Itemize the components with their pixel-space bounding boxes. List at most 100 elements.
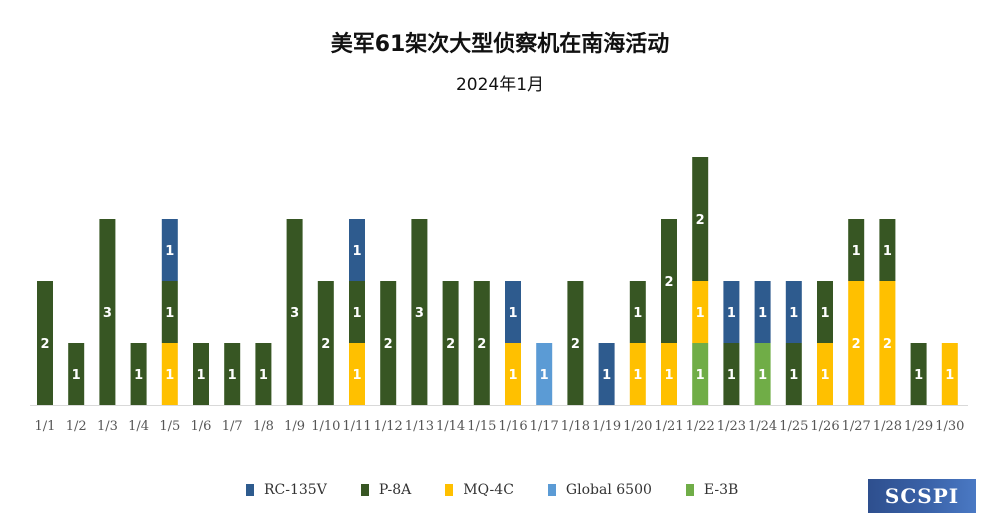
x-tick-label: 1/9: [284, 419, 305, 434]
x-tick-label: 1/19: [592, 419, 621, 434]
data-label: 1: [789, 306, 798, 321]
bar-segment-p-8a-1-21: [661, 219, 677, 343]
bar-segment-rc-135v-1-11: [349, 219, 365, 281]
x-tick-label: 1/27: [842, 419, 871, 434]
bar-segment-p-8a-1-20: [629, 281, 646, 343]
x-tick-label: 1/3: [97, 419, 118, 434]
data-label: 1: [852, 244, 861, 259]
bar-segment-mq-4c-1-22: [692, 281, 709, 343]
bar-segment-mq-4c-1-11: [349, 343, 365, 405]
data-label: 1: [259, 368, 268, 383]
data-label: 2: [664, 275, 673, 290]
bar-segment-p-8a-1-25: [785, 343, 802, 405]
bar-segment-mq-4c-1-28: [879, 281, 896, 405]
x-tick-label: 1/15: [467, 419, 496, 434]
bar-segment-p-8a-1-9: [286, 219, 303, 405]
data-label: 1: [696, 306, 705, 321]
data-label: 1: [727, 306, 736, 321]
data-label: 1: [820, 368, 829, 383]
bar-segment-rc-135v-1-25: [785, 281, 802, 343]
bar-segment-p-8a-1-13: [411, 219, 428, 405]
x-tick-label: 1/24: [748, 419, 777, 434]
bar-segment-mq-4c-1-27: [848, 281, 865, 405]
data-label: 1: [758, 306, 767, 321]
bar-segment-p-8a-1-2: [68, 343, 85, 405]
bar-segment-p-8a-1-27: [848, 219, 865, 281]
bar-segment-mq-4c-1-20: [629, 343, 646, 405]
x-tick-label: 1/13: [405, 419, 434, 434]
legend-label: E-3B: [703, 482, 739, 498]
bar-segment-mq-4c-1-26: [817, 343, 833, 405]
data-label: 1: [352, 306, 361, 321]
legend-label: P-8A: [378, 482, 412, 498]
data-label: 1: [945, 368, 954, 383]
data-label: 2: [477, 337, 486, 352]
x-tick-label: 1/2: [66, 419, 87, 434]
data-label: 1: [540, 368, 549, 383]
data-label: 1: [883, 244, 892, 259]
data-label: 1: [508, 368, 517, 383]
bar-segment-mq-4c-1-30: [941, 343, 958, 405]
data-label: 1: [228, 368, 237, 383]
data-label: 3: [290, 306, 299, 321]
x-tick-label: 1/28: [873, 419, 902, 434]
chart-legend: RC-135V P-8A MQ-4C Global 6500 E-3B: [246, 480, 772, 500]
data-label: 1: [820, 306, 829, 321]
bar-segment-p-8a-1-6: [193, 343, 209, 405]
x-tick-label: 1/26: [810, 419, 839, 434]
legend-item: RC-135V: [246, 482, 327, 498]
data-label: 1: [914, 368, 923, 383]
bar-segment-p-8a-1-22: [692, 157, 709, 281]
x-tick-label: 1/5: [159, 419, 180, 434]
scspi-logo: SCSPI: [868, 479, 976, 513]
x-tick-label: 1/18: [561, 419, 590, 434]
data-label: 1: [165, 368, 174, 383]
bar-segment-e-3b-1-22: [692, 343, 709, 405]
bar-segment-rc-135v-1-19: [598, 343, 615, 405]
data-label: 1: [165, 306, 174, 321]
bar-segment-mq-4c-1-21: [661, 343, 677, 405]
data-label: 2: [321, 337, 330, 352]
data-label: 1: [352, 368, 361, 383]
legend-label: MQ-4C: [463, 482, 514, 498]
x-tick-label: 1/4: [128, 419, 149, 434]
legend-item: P-8A: [360, 482, 412, 498]
bar-segment-p-8a-1-18: [567, 281, 584, 405]
bar-segment-p-8a-1-4: [130, 343, 147, 405]
data-label: 1: [602, 368, 611, 383]
data-label: 2: [40, 337, 49, 352]
bar-segment-p-8a-1-12: [380, 281, 397, 405]
data-label: 1: [196, 368, 205, 383]
bar-segment-p-8a-1-8: [255, 343, 272, 405]
x-tick-label: 1/30: [935, 419, 964, 434]
legend-swatch: [360, 484, 369, 496]
bar-segment-p-8a-1-1: [37, 281, 53, 405]
legend-item: MQ-4C: [445, 482, 514, 498]
data-label: 1: [72, 368, 81, 383]
legend-label: RC-135V: [264, 482, 327, 498]
bar-segment-rc-135v-1-5: [161, 219, 178, 281]
x-tick-label: 1/25: [779, 419, 808, 434]
x-tick-label: 1/7: [222, 419, 243, 434]
x-tick-label: 1/17: [530, 419, 559, 434]
data-label: 2: [446, 337, 455, 352]
bar-segment-mq-4c-1-16: [505, 343, 521, 405]
x-tick-label: 1/11: [342, 419, 371, 434]
data-label: 1: [165, 244, 174, 259]
legend-label: Global 6500: [565, 482, 652, 498]
chart-title: 美军61架次大型侦察机在南海活动: [330, 32, 670, 57]
bar-segment-rc-135v-1-23: [723, 281, 740, 343]
data-label: 2: [696, 213, 705, 228]
data-label: 1: [696, 368, 705, 383]
bar-segment-global-6500-1-17: [536, 343, 553, 405]
data-label: 1: [352, 244, 361, 259]
bar-segment-p-8a-1-15: [473, 281, 490, 405]
bar-segment-p-8a-1-10: [317, 281, 334, 405]
bar-segment-mq-4c-1-5: [161, 343, 178, 405]
data-label: 3: [415, 306, 424, 321]
x-tick-label: 1/1: [35, 419, 56, 434]
bar-segment-p-8a-1-29: [910, 343, 927, 405]
data-label: 1: [508, 306, 517, 321]
x-tick-label: 1/16: [498, 419, 527, 434]
